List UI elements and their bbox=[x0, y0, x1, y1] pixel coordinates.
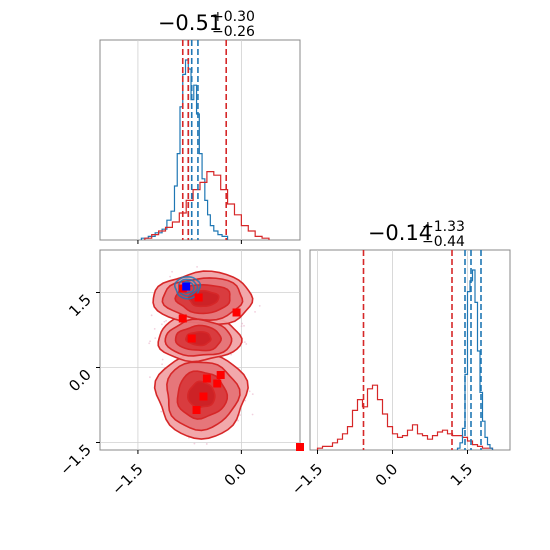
x-tick-label: 1.5 bbox=[447, 460, 477, 490]
scatter-point bbox=[161, 358, 164, 361]
scatter-point bbox=[148, 342, 151, 345]
scatter-point bbox=[239, 414, 241, 416]
red-marker bbox=[187, 334, 196, 343]
scatter-point bbox=[244, 399, 247, 402]
scatter-point bbox=[251, 393, 254, 395]
marginal-histogram-y: −1.5 0.0 1.5 −0.14 +1.33 −0.44 bbox=[288, 219, 511, 499]
scatter-point bbox=[196, 265, 198, 268]
red-marker bbox=[202, 374, 211, 383]
x-tick-label: 0.0 bbox=[221, 460, 251, 490]
marginal-x-gridlines bbox=[137, 40, 242, 240]
joint-contour-panel: −1.5 0.0 −1.5 0.0 1.5 bbox=[56, 249, 304, 499]
scatter-point bbox=[165, 319, 168, 322]
scatter-point bbox=[205, 443, 208, 445]
x-tick-label: 0.0 bbox=[372, 460, 402, 490]
red-marker bbox=[194, 293, 203, 302]
red-contours bbox=[152, 270, 254, 440]
marginal-x-ticks bbox=[137, 240, 242, 244]
histogram-series-1 bbox=[456, 269, 494, 450]
marginal-y-quantiles bbox=[362, 250, 482, 450]
scatter-point bbox=[230, 353, 233, 356]
marginal-x-plus-err: +0.30 bbox=[212, 9, 255, 25]
blue-contour-level-0 bbox=[173, 276, 202, 300]
scatter-point bbox=[154, 337, 157, 340]
marginal-y-gridlines bbox=[317, 250, 468, 450]
y-tick-label: −1.5 bbox=[56, 441, 94, 479]
scatter-point bbox=[245, 343, 248, 345]
marginal-y-frame bbox=[309, 249, 511, 451]
red-marker bbox=[296, 443, 304, 451]
red-marker bbox=[213, 379, 222, 388]
joint-markers bbox=[178, 282, 304, 451]
joint-frame bbox=[99, 249, 301, 451]
scatter-point bbox=[149, 376, 151, 379]
red-marker bbox=[192, 406, 201, 414]
y-tick-label: 1.5 bbox=[65, 291, 95, 321]
marginal-x-frame bbox=[99, 39, 301, 241]
x-tick-label: −1.5 bbox=[108, 460, 146, 498]
marginal-x-minus-err: −0.26 bbox=[212, 24, 255, 40]
red-marker bbox=[178, 314, 187, 323]
scatter-point bbox=[160, 410, 163, 413]
scatter-point bbox=[254, 310, 256, 313]
scatter-point bbox=[163, 320, 166, 323]
marginal-x-title: −0.51 bbox=[158, 11, 222, 35]
x-tick-label: −1.5 bbox=[288, 460, 326, 498]
marginal-y-ticks: −1.5 0.0 1.5 bbox=[288, 450, 476, 499]
scatter-point bbox=[258, 305, 261, 307]
marginal-x-median: −0.51 bbox=[158, 11, 222, 35]
scatter-point bbox=[150, 314, 153, 317]
scatter-point bbox=[248, 390, 251, 393]
marginal-histogram-x: −0.51 +0.30 −0.26 bbox=[99, 9, 301, 244]
blue-marker bbox=[182, 282, 191, 291]
marginal-y-plus-err: +1.33 bbox=[422, 219, 465, 235]
scatter-point bbox=[193, 442, 196, 445]
marginal-y-minus-err: −0.44 bbox=[422, 234, 465, 250]
red-marker bbox=[232, 308, 241, 317]
red-marker bbox=[199, 392, 208, 401]
scatter-point bbox=[153, 327, 156, 330]
scatter-point bbox=[241, 322, 244, 325]
scatter-point bbox=[237, 419, 239, 422]
marginal-y-histograms bbox=[316, 269, 494, 450]
red-marker bbox=[216, 371, 225, 379]
histogram-series-1 bbox=[144, 171, 270, 240]
scatter-point bbox=[243, 341, 246, 343]
histogram-series-0 bbox=[316, 384, 494, 450]
scatter-point bbox=[171, 270, 173, 273]
scatter-point bbox=[251, 413, 254, 416]
scatter-point bbox=[160, 323, 163, 326]
marginal-x-quantiles bbox=[181, 40, 228, 240]
scatter-point bbox=[169, 275, 172, 278]
scatter-point bbox=[149, 340, 151, 343]
y-tick-label: 0.0 bbox=[65, 366, 95, 396]
scatter-point bbox=[243, 324, 245, 327]
marginal-y-median: −0.14 bbox=[368, 221, 432, 245]
scatter-point bbox=[240, 325, 243, 328]
scatter-point bbox=[161, 363, 163, 366]
marginal-x-histograms bbox=[140, 59, 270, 240]
